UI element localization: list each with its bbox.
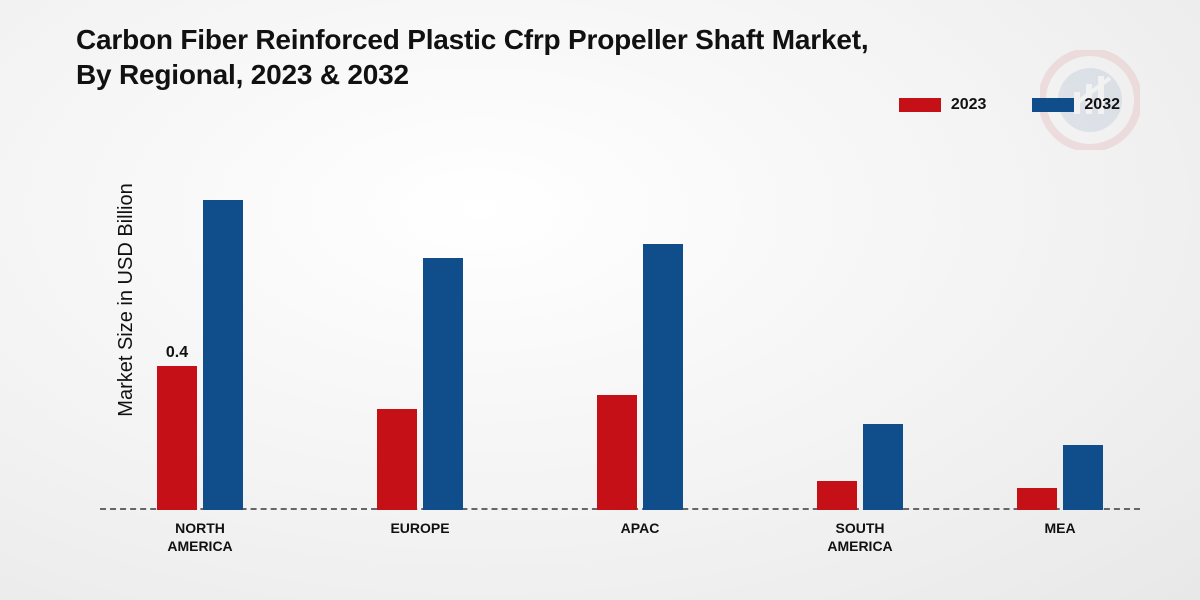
bar-group-mea: MEA <box>1000 445 1120 510</box>
bar-2023-apac <box>597 395 637 510</box>
bar-group-apac: APAC <box>580 244 700 510</box>
bar-2023-mea <box>1017 488 1057 510</box>
legend-item-2023: 2023 <box>899 96 987 114</box>
bar-value-label: 0.4 <box>166 344 188 362</box>
x-label-south-america: SOUTH AMERICA <box>827 520 892 555</box>
bar-2032-apac <box>643 244 683 510</box>
chart-canvas: Carbon Fiber Reinforced Plastic Cfrp Pro… <box>0 0 1200 600</box>
legend-item-2032: 2032 <box>1032 96 1120 114</box>
bar-2023-south-america <box>817 481 857 510</box>
x-label-north-america: NORTH AMERICA <box>167 520 232 555</box>
x-label-mea: MEA <box>1044 520 1075 538</box>
bar-group-north-america: 0.4 NORTH AMERICA <box>140 200 260 510</box>
bar-2023-north-america: 0.4 <box>157 366 197 510</box>
legend-swatch-2023 <box>899 98 941 112</box>
x-label-europe: EUROPE <box>390 520 449 538</box>
chart-title: Carbon Fiber Reinforced Plastic Cfrp Pro… <box>76 22 896 92</box>
legend-label-2023: 2023 <box>951 96 987 114</box>
legend: 2023 2032 <box>899 96 1120 114</box>
plot-area: 0.4 NORTH AMERICA EUROPE APAC SOUTH AMER… <box>100 150 1140 510</box>
bar-2032-europe <box>423 258 463 510</box>
bar-group-south-america: SOUTH AMERICA <box>800 424 920 510</box>
bar-group-europe: EUROPE <box>360 258 480 510</box>
x-label-apac: APAC <box>621 520 660 538</box>
bar-2023-europe <box>377 409 417 510</box>
bar-2032-south-america <box>863 424 903 510</box>
legend-label-2032: 2032 <box>1084 96 1120 114</box>
bar-2032-mea <box>1063 445 1103 510</box>
legend-swatch-2032 <box>1032 98 1074 112</box>
bar-2032-north-america <box>203 200 243 510</box>
